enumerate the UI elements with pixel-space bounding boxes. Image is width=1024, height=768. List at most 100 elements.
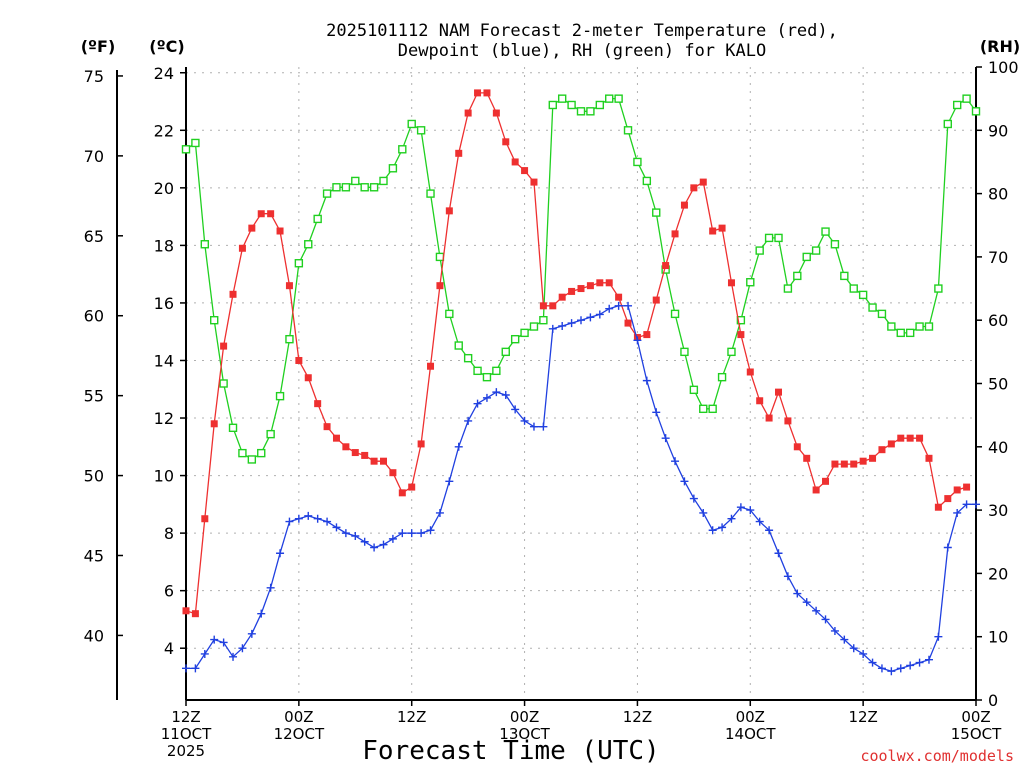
x-axis-label: Forecast Time (UTC) <box>362 736 659 766</box>
x-tick-label: 12Z <box>397 708 426 726</box>
rh-point <box>576 107 586 116</box>
series-dewpoint <box>182 301 980 676</box>
dewpoint-point <box>708 526 717 535</box>
temperature-point <box>944 495 952 503</box>
dewpoint-point <box>332 523 341 532</box>
rh-point <box>699 404 708 414</box>
dewpoint-point <box>276 549 285 558</box>
dewpoint-point <box>642 376 651 385</box>
rh-point <box>868 303 877 312</box>
rh-tick-label: 60 <box>988 311 1008 330</box>
rh-point <box>313 214 322 224</box>
series-rh <box>181 94 981 464</box>
rh-point <box>219 379 228 388</box>
rh-point <box>379 176 388 186</box>
x-tick-label: 12Z <box>171 708 200 726</box>
rh-point <box>501 347 510 357</box>
dewpoint-point <box>229 652 238 661</box>
dewpoint-point <box>417 529 426 538</box>
fahrenheit-tick-label: 75 <box>84 67 104 86</box>
rh-point <box>783 284 793 293</box>
dewpoint-point <box>435 508 444 517</box>
dewpoint-point <box>765 526 774 535</box>
dewpoint-point <box>520 416 529 425</box>
rh-point <box>793 271 802 281</box>
rh-point <box>266 429 275 439</box>
temperature-point <box>389 469 397 477</box>
series-temperature <box>182 89 971 618</box>
temperature-point <box>539 302 547 310</box>
dewpoint-point <box>849 644 858 653</box>
dewpoint-point <box>200 649 209 658</box>
temperature-point <box>887 440 895 448</box>
temperature-point <box>530 178 538 186</box>
rh-point <box>304 240 313 249</box>
dewpoint-point <box>671 457 680 466</box>
temperature-point <box>248 224 256 232</box>
rh-point <box>445 309 454 319</box>
dewpoint-point <box>586 313 595 322</box>
celsius-ticks: 4 6 8 10 12 14 16 18 20 22 24 <box>154 64 186 658</box>
rh-point <box>849 284 858 293</box>
temperature-point <box>906 434 914 442</box>
series-layer <box>181 89 981 676</box>
celsius-tick-label: 18 <box>154 236 174 255</box>
dewpoint-point <box>257 609 266 618</box>
dewpoint-point <box>539 422 548 431</box>
temperature-point <box>304 374 312 382</box>
rh-point <box>492 366 501 376</box>
rh-point <box>821 227 830 236</box>
x-tick-label: 00Z <box>736 708 765 726</box>
rh-point <box>680 347 689 357</box>
dewpoint-point <box>652 408 661 417</box>
rh-point <box>332 183 341 192</box>
fahrenheit-tick-label: 65 <box>84 227 104 246</box>
rh-point <box>755 246 764 255</box>
temperature-point <box>191 610 199 618</box>
rh-point <box>943 119 952 129</box>
dewpoint-point <box>746 506 755 515</box>
rh-point <box>228 423 238 433</box>
rh-tick-label: 40 <box>988 438 1008 457</box>
rh-point <box>877 309 887 319</box>
rh-point <box>351 176 360 186</box>
dewpoint-point <box>953 508 962 517</box>
temperature-point <box>671 230 679 238</box>
celsius-tick-label: 6 <box>164 582 174 601</box>
temperature-point <box>596 279 604 287</box>
celsius-tick-label: 4 <box>164 639 174 658</box>
x-tick-label: 13OCT <box>499 725 550 743</box>
dewpoint-point <box>191 664 200 673</box>
temperature-point <box>521 167 529 175</box>
temperature-point <box>276 227 284 235</box>
temperature-point <box>897 434 905 442</box>
temperature-point <box>878 446 886 454</box>
temperature-point <box>238 244 246 252</box>
rh-tick-label: 100 <box>988 58 1019 77</box>
rh-point <box>238 448 247 458</box>
dewpoint-point <box>595 310 604 319</box>
rh-point <box>727 347 736 357</box>
temperature-point <box>220 342 228 350</box>
temperature-point <box>925 454 933 462</box>
rh-point <box>952 100 962 110</box>
celsius-tick-label: 22 <box>154 121 174 140</box>
dewpoint-point <box>915 658 924 667</box>
temperature-point <box>464 109 472 117</box>
rh-axis-label: (RH) <box>980 37 1020 56</box>
rh-point <box>539 316 548 325</box>
dewpoint-point <box>482 393 491 402</box>
fahrenheit-tick-label: 45 <box>84 546 104 565</box>
temperature-point <box>869 454 877 462</box>
temperature-point <box>577 285 585 293</box>
rh-point <box>652 208 661 217</box>
dewpoint-point <box>680 477 689 486</box>
dewpoint-point <box>774 549 783 558</box>
x-tick-label: 11OCT <box>161 725 212 743</box>
rh-point <box>482 372 492 382</box>
x-tick-label: 12OCT <box>274 725 325 743</box>
temperature-point <box>380 457 387 465</box>
rh-point <box>717 372 727 382</box>
axis-frame <box>116 67 977 701</box>
